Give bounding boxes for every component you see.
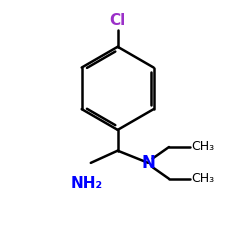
Text: NH₂: NH₂ bbox=[71, 176, 103, 191]
Text: CH₃: CH₃ bbox=[191, 172, 214, 185]
Text: N: N bbox=[141, 154, 155, 172]
Text: Cl: Cl bbox=[110, 13, 126, 28]
Text: CH₃: CH₃ bbox=[191, 140, 214, 153]
